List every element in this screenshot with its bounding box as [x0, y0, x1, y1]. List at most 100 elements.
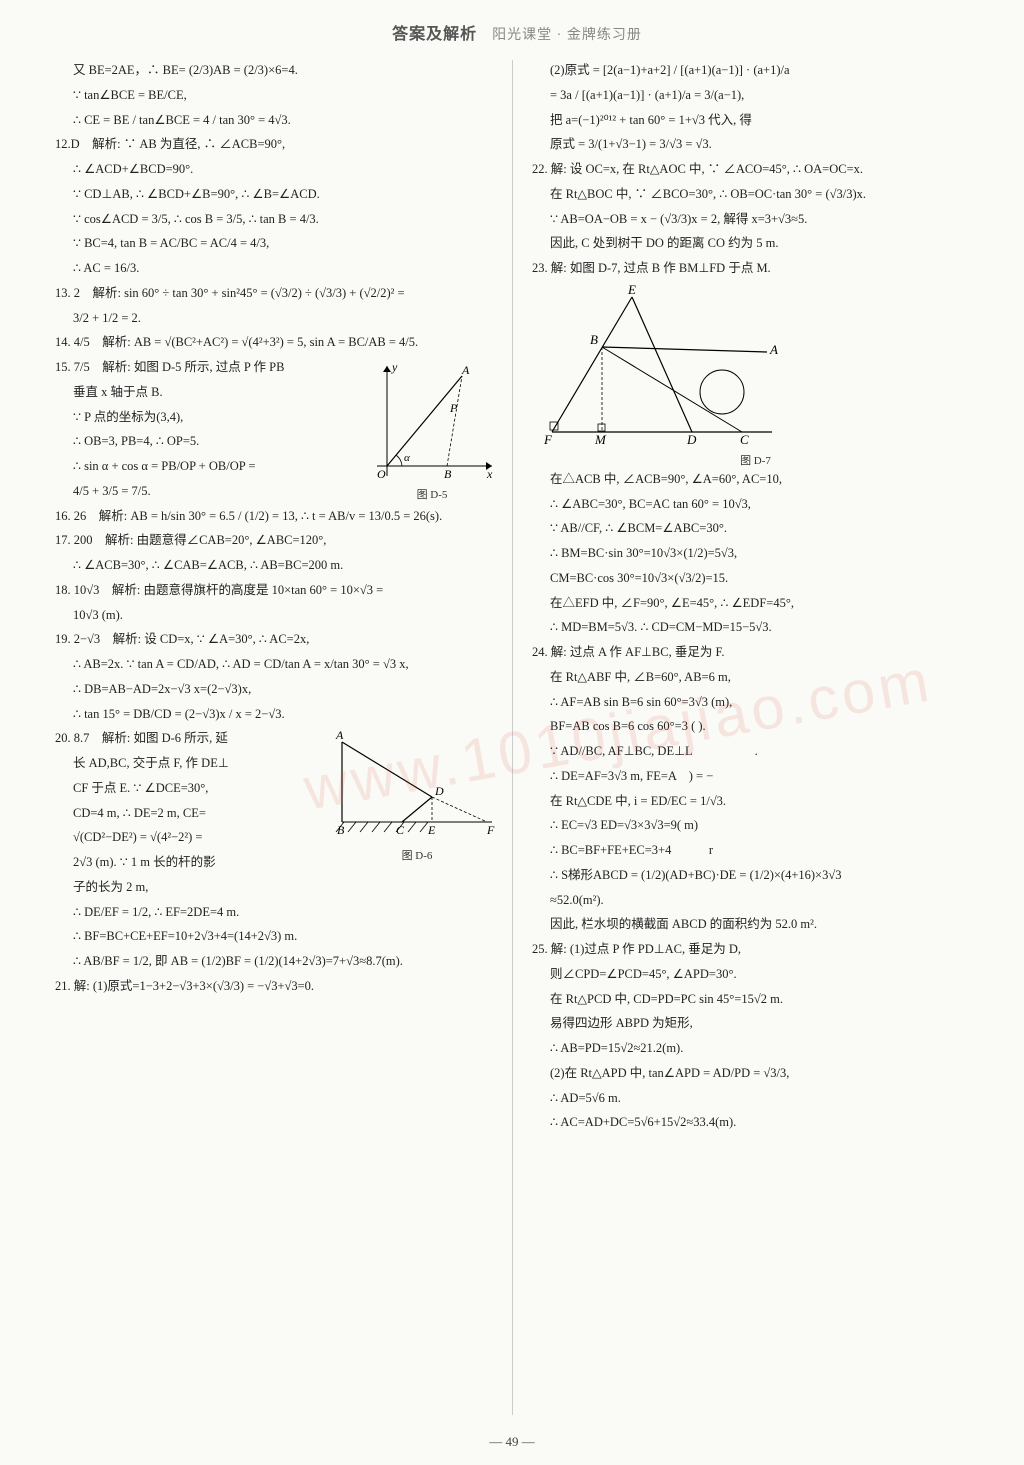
text-line: ∴ tan 15° = DB/CD = (2−√3)x / x = 2−√3.: [55, 703, 502, 727]
svg-text:P: P: [449, 401, 458, 415]
columns: 又 BE=2AE，∴ BE= (2/3)AB = (2/3)×6=4. ∵ ta…: [55, 59, 979, 1136]
text-line: 14. 4/5 解析: AB = √(BC²+AC²) = √(4²+3²) =…: [55, 331, 502, 355]
text-line: ∴ S梯形ABCD = (1/2)(AD+BC)·DE = (1/2)×(4+1…: [532, 864, 979, 888]
text-line: 长 AD,BC, 交于点 F, 作 DE⊥: [55, 752, 332, 776]
svg-text:B: B: [337, 823, 345, 837]
text-line: 在 Rt△CDE 中, i = ED/EC = 1/√3.: [532, 790, 979, 814]
text-line: ∴ ∠ACB=30°, ∴ ∠CAB=∠ACB, ∴ AB=BC=200 m.: [55, 554, 502, 578]
text-line: ∴ BC=BF+FE+EC=3+4 r: [532, 839, 979, 863]
figure-d7: E B A F M D C 图 D-7: [532, 282, 979, 468]
text-line: ∴ ∠ABC=30°, BC=AC tan 60° = 10√3,: [532, 493, 979, 517]
text-line: 21. 解: (1)原式=1−3+2−√3+3×(√3/3) = −√3+√3=…: [55, 975, 502, 999]
text-line: 因此, 栏水坝的横截面 ABCD 的面积约为 52.0 m².: [532, 913, 979, 937]
text-line: ∵ tan∠BCE = BE/CE,: [55, 84, 502, 108]
svg-text:F: F: [486, 823, 495, 837]
svg-text:x: x: [486, 467, 493, 481]
text-line: 3/2 + 1/2 = 2.: [55, 307, 502, 331]
figure-d5: α A P O B x y 图 D-5: [362, 356, 502, 502]
text-line: 在 Rt△BOC 中, ∵ ∠BCO=30°, ∴ OB=OC·tan 30° …: [532, 183, 979, 207]
text-line: ∵ AB//CF, ∴ ∠BCM=∠ABC=30°.: [532, 517, 979, 541]
text-line: ∴ AB=2x. ∵ tan A = CD/AD, ∴ AD = CD/tan …: [55, 653, 502, 677]
text-line: = 3a / [(a+1)(a−1)] · (a+1)/a = 3/(a−1),: [532, 84, 979, 108]
text-line: ∵ AD//BC, AF⊥BC, DE⊥L .: [532, 740, 979, 764]
svg-text:E: E: [427, 823, 436, 837]
text-line: ∴ DE/EF = 1/2, ∴ EF=2DE=4 m.: [55, 901, 502, 925]
text-line: 又 BE=2AE，∴ BE= (2/3)AB = (2/3)×6=4.: [55, 59, 502, 83]
text-line: 15. 7/5 解析: 如图 D-5 所示, 过点 P 作 PB: [55, 356, 362, 380]
page-number: 49: [0, 1434, 1024, 1450]
text-line: ∴ AD=5√6 m.: [532, 1087, 979, 1111]
svg-text:α: α: [404, 452, 410, 464]
text-line: ∵ AB=OA−OB = x − (√3/3)x = 2, 解得 x=3+√3≈…: [532, 208, 979, 232]
fig-caption: 图 D-5: [362, 486, 502, 502]
text-line: 25. 解: (1)过点 P 作 PD⊥AC, 垂足为 D,: [532, 938, 979, 962]
text-line: 20. 8.7 解析: 如图 D-6 所示, 延: [55, 727, 332, 751]
right-column: (2)原式 = [2(a−1)+a+2] / [(a+1)(a−1)] · (a…: [532, 59, 979, 1136]
text-line: ∴ sin α + cos α = PB/OP + OB/OP =: [55, 455, 362, 479]
text-line: 16. 26 解析: AB = h/sin 30° = 6.5 / (1/2) …: [55, 505, 502, 529]
text-line: 19. 2−√3 解析: 设 CD=x, ∵ ∠A=30°, ∴ AC=2x,: [55, 628, 502, 652]
text-line: 原式 = 3/(1+√3−1) = 3/√3 = √3.: [532, 133, 979, 157]
text-line: 易得四边形 ABPD 为矩形,: [532, 1012, 979, 1036]
text-line: (2)在 Rt△APD 中, tan∠APD = AD/PD = √3/3,: [532, 1062, 979, 1086]
svg-text:B: B: [590, 332, 598, 347]
svg-text:C: C: [740, 432, 749, 447]
header-sub: 阳光课堂 · 金牌练习册: [492, 28, 642, 43]
svg-text:D: D: [434, 784, 444, 798]
svg-text:y: y: [391, 360, 398, 374]
text-line: ∴ AC = 16/3.: [55, 257, 502, 281]
svg-text:M: M: [594, 432, 607, 447]
text-line: 2√3 (m). ∵ 1 m 长的杆的影: [55, 851, 332, 875]
svg-text:A: A: [335, 728, 344, 742]
text-line: (2)原式 = [2(a−1)+a+2] / [(a+1)(a−1)] · (a…: [532, 59, 979, 83]
text-line: ∴ CE = BE / tan∠BCE = 4 / tan 30° = 4√3.: [55, 109, 502, 133]
text-line: ∴ DB=AB−AD=2x−√3 x=(2−√3)x,: [55, 678, 502, 702]
text-line: √(CD²−DE²) = √(4²−2²) =: [55, 826, 332, 850]
text-line: 在△ACB 中, ∠ACB=90°, ∠A=60°, AC=10,: [532, 468, 979, 492]
text-line: ∵ cos∠ACD = 3/5, ∴ cos B = 3/5, ∴ tan B …: [55, 208, 502, 232]
text-line: 在△EFD 中, ∠F=90°, ∠E=45°, ∴ ∠EDF=45°,: [532, 592, 979, 616]
text-line: 23. 解: 如图 D-7, 过点 B 作 BM⊥FD 于点 M.: [532, 257, 979, 281]
text-line: ∴ BF=BC+CE+EF=10+2√3+4=(14+2√3) m.: [55, 925, 502, 949]
svg-text:D: D: [686, 432, 697, 447]
figure-d6: A B C D E F 图 D-6: [332, 727, 502, 863]
left-column: 又 BE=2AE，∴ BE= (2/3)AB = (2/3)×6=4. ∵ ta…: [55, 59, 502, 1136]
svg-text:A: A: [461, 363, 470, 377]
fig-caption: 图 D-6: [332, 847, 502, 863]
text-line: CM=BC·cos 30°=10√3×(√3/2)=15.: [532, 567, 979, 591]
svg-text:A: A: [769, 342, 778, 357]
text-line: ∴ DE=AF=3√3 m, FE=A ) = −: [532, 765, 979, 789]
text-line: 24. 解: 过点 A 作 AF⊥BC, 垂足为 F.: [532, 641, 979, 665]
header-title: 答案及解析: [392, 26, 477, 43]
text-line: CD=4 m, ∴ DE=2 m, CE=: [55, 802, 332, 826]
text-line: 因此, C 处到树干 DO 的距离 CO 约为 5 m.: [532, 232, 979, 256]
text-line: ∵ P 点的坐标为(3,4),: [55, 406, 362, 430]
text-line: 在 Rt△PCD 中, CD=PD=PC sin 45°=15√2 m.: [532, 988, 979, 1012]
text-line: 4/5 + 3/5 = 7/5.: [55, 480, 362, 504]
text-line: 在 Rt△ABF 中, ∠B=60°, AB=6 m,: [532, 666, 979, 690]
text-line: ∴ BM=BC·sin 30°=10√3×(1/2)=5√3,: [532, 542, 979, 566]
column-divider: [512, 60, 513, 1415]
text-line: ∵ BC=4, tan B = AC/BC = AC/4 = 4/3,: [55, 232, 502, 256]
svg-text:O: O: [377, 467, 386, 481]
svg-text:F: F: [543, 432, 553, 447]
svg-text:C: C: [396, 823, 405, 837]
svg-text:E: E: [627, 282, 636, 297]
text-line: 子的长为 2 m,: [55, 876, 332, 900]
text-line: ∴ EC=√3 ED=√3×3√3=9( m): [532, 814, 979, 838]
text-line: 13. 2 解析: sin 60° ÷ tan 30° + sin²45° = …: [55, 282, 502, 306]
text-line: 18. 10√3 解析: 由题意得旗杆的高度是 10×tan 60° = 10×…: [55, 579, 502, 603]
text-line: ∴ AC=AD+DC=5√6+15√2≈33.4(m).: [532, 1111, 979, 1135]
text-line: ∴ MD=BM=5√3. ∴ CD=CM−MD=15−5√3.: [532, 616, 979, 640]
text-line: 把 a=(−1)²⁰¹² + tan 60° = 1+√3 代入, 得: [532, 109, 979, 133]
text-line: 垂直 x 轴于点 B.: [55, 381, 362, 405]
text-line: ∴ AF=AB sin B=6 sin 60°=3√3 (m),: [532, 691, 979, 715]
svg-text:B: B: [444, 467, 452, 481]
text-line: ∴ AB/BF = 1/2, 即 AB = (1/2)BF = (1/2)(14…: [55, 950, 502, 974]
text-line: BF=AB cos B=6 cos 60°=3 ( ).: [532, 715, 979, 739]
text-line: ∵ CD⊥AB, ∴ ∠BCD+∠B=90°, ∴ ∠B=∠ACD.: [55, 183, 502, 207]
text-line: 则∠CPD=∠PCD=45°, ∠APD=30°.: [532, 963, 979, 987]
text-line: ∴ ∠ACD+∠BCD=90°.: [55, 158, 502, 182]
text-line: ∴ OB=3, PB=4, ∴ OP=5.: [55, 430, 362, 454]
page-header: 答案及解析 阳光课堂 · 金牌练习册: [55, 20, 979, 44]
